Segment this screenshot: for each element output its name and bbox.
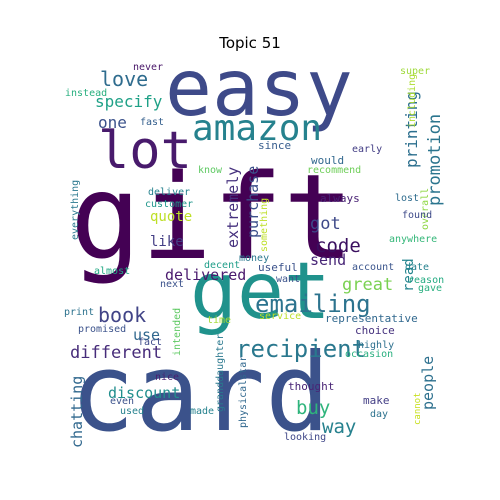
- word-amazon: amazon: [192, 108, 322, 149]
- word-send: send: [310, 251, 346, 269]
- word-make: make: [363, 394, 390, 407]
- word-made: made: [190, 406, 214, 417]
- word-never: never: [133, 62, 163, 73]
- word-even: even: [110, 396, 134, 407]
- word-used: used: [120, 406, 144, 417]
- word-thought: thought: [288, 380, 334, 393]
- word-would: would: [311, 154, 344, 167]
- word-anywhere: anywhere: [389, 234, 437, 245]
- word-granddaughter: granddaughter: [215, 334, 226, 412]
- word-recipient: recipient: [236, 335, 366, 363]
- word-printing: printing: [402, 91, 421, 168]
- word-overall: overall: [420, 188, 431, 230]
- word-read: read: [401, 258, 417, 292]
- word-one: one: [98, 113, 127, 132]
- word-fact: fact: [138, 337, 162, 348]
- word-decent: decent: [204, 260, 240, 271]
- word-extremely: extremely: [224, 167, 242, 248]
- word-great: great: [342, 275, 393, 295]
- word-choice: choice: [355, 324, 395, 337]
- word-purchase: purchase: [244, 166, 262, 238]
- word-chatting: chatting: [68, 376, 86, 448]
- word-print: print: [64, 307, 94, 318]
- word-everything: everything: [70, 180, 81, 240]
- word-useful: useful: [258, 261, 298, 274]
- word-occasion: occasion: [345, 349, 393, 360]
- word-delivered: delivered: [165, 266, 246, 284]
- word-always: always: [320, 192, 360, 205]
- word-money: money: [239, 253, 269, 264]
- word-date: date: [405, 262, 429, 273]
- word-gave: gave: [418, 283, 442, 294]
- word-early: early: [352, 144, 382, 155]
- word-want: want: [276, 274, 300, 285]
- word-know: know: [198, 165, 223, 176]
- word-almost: almost: [94, 266, 130, 277]
- word-way: way: [322, 416, 356, 438]
- word-buy: buy: [296, 397, 330, 419]
- word-service: service: [259, 311, 301, 322]
- word-specify: specify: [95, 92, 163, 111]
- word-use: use: [133, 326, 160, 344]
- word-account: account: [352, 262, 394, 273]
- word-code: code: [315, 235, 361, 257]
- word-next: next: [160, 279, 184, 290]
- word-lot: lot: [98, 121, 192, 181]
- word-cannot: cannot: [413, 392, 423, 425]
- word-promised: promised: [78, 324, 126, 335]
- word-love: love: [100, 67, 148, 91]
- word-got: got: [310, 214, 341, 234]
- word-promotion: promotion: [425, 114, 445, 206]
- word-quote: quote: [150, 209, 192, 225]
- word-customer: customer: [145, 199, 193, 210]
- word-since: since: [258, 139, 291, 152]
- word-gift: gift: [70, 148, 354, 286]
- chart-title: Topic 51: [219, 34, 281, 52]
- word-time: time: [207, 315, 231, 326]
- word-easy: easy: [165, 44, 353, 134]
- word-fast: fast: [140, 117, 164, 128]
- word-looking: looking: [284, 432, 326, 443]
- word-lost: lost: [395, 193, 419, 204]
- word-nice: nice: [155, 372, 179, 383]
- word-people: people: [419, 356, 437, 410]
- word-instead: instead: [65, 88, 107, 99]
- word-including: including: [407, 74, 418, 128]
- word-emailing: emailing: [255, 290, 371, 318]
- word-day: day: [370, 409, 388, 420]
- word-like: like: [150, 234, 184, 250]
- word-discount: discount: [108, 384, 180, 402]
- word-super: super: [400, 66, 430, 77]
- word-recommend: recommend: [307, 165, 361, 176]
- word-intended: intended: [172, 308, 183, 356]
- word-different: different: [70, 343, 162, 363]
- word-card: card: [70, 331, 330, 456]
- word-deliver: deliver: [148, 187, 190, 198]
- word-get: get: [190, 247, 331, 337]
- word-representative: representative: [325, 312, 418, 325]
- word-reason: reason: [408, 275, 444, 286]
- word-found: found: [402, 210, 432, 221]
- word-something: something: [259, 198, 270, 252]
- word-highly: highly: [358, 340, 394, 351]
- word-book: book: [98, 303, 146, 327]
- word-physicalstar: physicalstar: [238, 356, 249, 428]
